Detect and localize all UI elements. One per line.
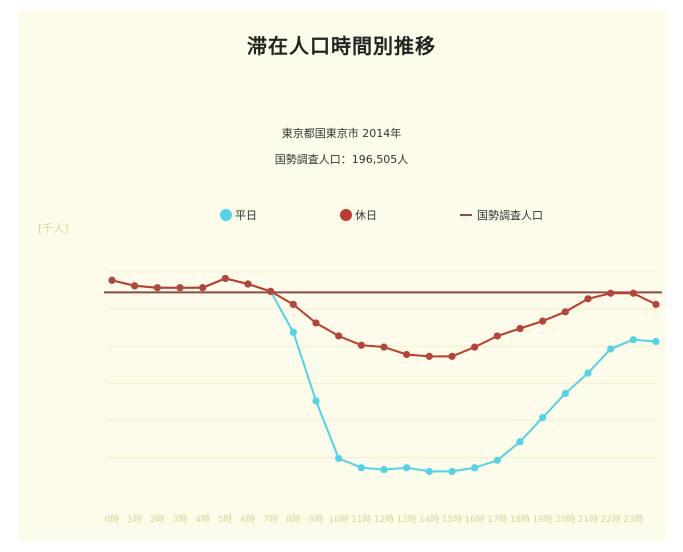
series-points bbox=[108, 274, 660, 476]
data-point-holiday bbox=[561, 308, 569, 316]
x-tick-label: 9時 bbox=[309, 514, 324, 525]
x-tick-label: 22時 bbox=[600, 514, 620, 525]
chart-subtitle-census: 国勢調査人口：196,505人 bbox=[274, 153, 409, 166]
data-point-weekday bbox=[516, 438, 524, 446]
data-point-holiday bbox=[176, 284, 184, 292]
data-point-holiday bbox=[629, 289, 637, 297]
x-tick-label: 3時 bbox=[173, 514, 188, 525]
data-point-holiday bbox=[289, 300, 297, 308]
data-point-weekday bbox=[312, 397, 320, 405]
x-tick-label: 19時 bbox=[532, 514, 552, 525]
data-point-weekday bbox=[629, 336, 637, 344]
data-point-holiday bbox=[425, 352, 433, 360]
chart-grid bbox=[106, 271, 656, 458]
data-point-holiday bbox=[448, 352, 456, 360]
data-point-holiday bbox=[267, 287, 275, 296]
data-point-weekday bbox=[403, 464, 411, 472]
legend-weekday-marker bbox=[220, 209, 232, 221]
data-point-holiday bbox=[380, 343, 388, 351]
data-point-holiday bbox=[403, 350, 411, 359]
x-tick-label: 1時 bbox=[127, 514, 142, 525]
x-tick-label: 0時 bbox=[105, 514, 120, 525]
legend-holiday-marker bbox=[340, 209, 352, 221]
data-point-weekday bbox=[539, 414, 547, 422]
y-axis-label: [千人] bbox=[38, 222, 69, 235]
x-tick-label: 16時 bbox=[464, 514, 484, 525]
x-tick-label: 12時 bbox=[374, 514, 394, 525]
x-tick-label: 21時 bbox=[578, 514, 598, 525]
x-tick-label: 17時 bbox=[487, 514, 507, 525]
data-point-weekday bbox=[335, 454, 343, 463]
legend-census-label: 国勢調査人口 bbox=[477, 208, 543, 222]
data-point-weekday bbox=[380, 465, 388, 474]
data-point-weekday bbox=[425, 467, 433, 476]
data-point-holiday bbox=[221, 274, 229, 283]
data-point-holiday bbox=[471, 343, 479, 351]
x-tick-label: 7時 bbox=[263, 514, 278, 525]
x-tick-label: 10時 bbox=[328, 514, 348, 525]
legend-holiday-label: 休日 bbox=[355, 209, 377, 222]
x-tick-label: 18時 bbox=[510, 514, 530, 525]
x-tick-label: 4時 bbox=[195, 514, 210, 525]
data-point-holiday bbox=[199, 284, 207, 292]
data-point-holiday bbox=[244, 280, 252, 288]
x-tick-label: 2時 bbox=[150, 514, 165, 525]
data-point-holiday bbox=[153, 284, 161, 292]
data-point-holiday bbox=[335, 332, 343, 340]
data-point-holiday bbox=[108, 276, 116, 284]
x-tick-label: 15時 bbox=[442, 514, 462, 525]
data-point-holiday bbox=[607, 289, 615, 297]
data-point-holiday bbox=[516, 324, 524, 333]
series-lines bbox=[104, 277, 662, 473]
data-point-weekday bbox=[357, 464, 365, 472]
legend-weekday-label: 平日 bbox=[235, 209, 257, 222]
data-point-holiday bbox=[493, 332, 501, 340]
chart-title: 滞在人口時間別推移 bbox=[247, 34, 436, 58]
x-tick-label: 5時 bbox=[218, 514, 233, 525]
data-point-holiday bbox=[131, 282, 139, 290]
data-point-weekday bbox=[493, 456, 501, 464]
x-tick-label: 14時 bbox=[419, 514, 439, 525]
data-point-weekday bbox=[471, 464, 479, 472]
chart-legend: 平日 休日 国勢調査人口 bbox=[220, 208, 543, 222]
x-axis-ticks: 0時 1時 2時 3時 4時 5時 6時 7時 8時 9時 10時 11時 12時 13時 14時 15時 16… bbox=[105, 514, 644, 525]
data-point-weekday bbox=[448, 467, 456, 476]
data-point-weekday bbox=[607, 345, 615, 353]
x-tick-label: 6時 bbox=[241, 514, 256, 525]
x-tick-label: 20時 bbox=[555, 514, 575, 525]
data-point-holiday bbox=[539, 317, 547, 325]
data-point-holiday bbox=[652, 300, 660, 308]
chart-subtitle-area: 東京都国東京市 2014年 bbox=[281, 127, 402, 140]
data-point-holiday bbox=[312, 319, 320, 327]
data-point-holiday bbox=[357, 341, 365, 349]
x-tick-label: 11時 bbox=[351, 514, 371, 525]
data-point-weekday bbox=[289, 328, 297, 336]
data-point-weekday bbox=[561, 389, 569, 398]
data-point-weekday bbox=[652, 337, 660, 346]
x-tick-label: 23時 bbox=[623, 514, 643, 525]
data-point-weekday bbox=[584, 369, 592, 377]
chart-panel bbox=[18, 10, 666, 542]
data-point-holiday bbox=[584, 295, 592, 303]
x-tick-label: 13時 bbox=[396, 514, 416, 525]
x-tick-label: 8時 bbox=[286, 514, 301, 525]
